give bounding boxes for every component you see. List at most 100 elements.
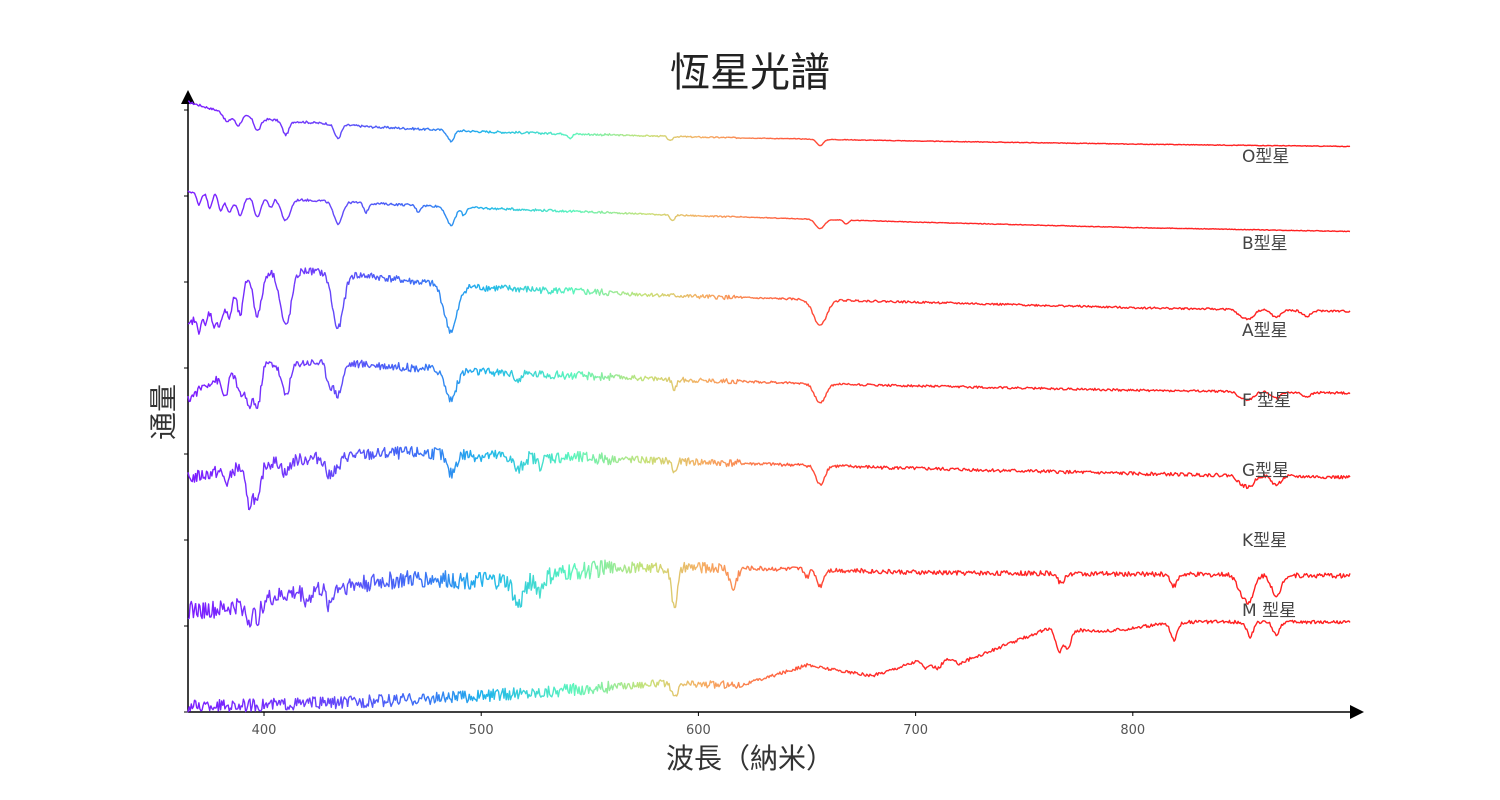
spectrum-line	[408, 203, 417, 209]
spectrum-line	[1086, 626, 1136, 633]
spectrum-line	[896, 220, 944, 224]
spectrum-line	[613, 211, 622, 215]
spectrum-line	[711, 214, 721, 218]
spectrum-line	[826, 219, 835, 224]
x-axis-arrow-icon	[1350, 705, 1364, 719]
spectrum-line	[324, 122, 334, 128]
spectrum-line	[1230, 308, 1279, 321]
spectrum-line	[834, 298, 842, 303]
spectrum-line	[210, 313, 220, 329]
spectrum-line	[635, 376, 645, 382]
spectrum-line	[742, 461, 752, 465]
spectrum-line	[848, 219, 858, 223]
spectrum-line	[506, 284, 516, 292]
spectrum-line	[270, 362, 280, 376]
spectrum-line	[544, 567, 554, 587]
spectrum-line	[362, 204, 372, 215]
spectrum-line	[415, 204, 425, 213]
spectrum-line	[286, 121, 295, 134]
spectrum-line	[720, 294, 729, 301]
spectrum-line	[1086, 570, 1136, 577]
spectrum-line	[453, 451, 463, 473]
spectrum-line	[529, 131, 538, 134]
spectrum-line	[483, 130, 493, 134]
spectrum-line	[506, 687, 516, 701]
spectrum-line	[841, 298, 850, 302]
spectrum-line	[324, 272, 334, 308]
spectrum-line	[990, 630, 1040, 652]
spectrum-line	[499, 687, 508, 701]
series-5: G型星	[187, 446, 1351, 511]
spectrum-line	[293, 453, 303, 467]
spectrum-line	[537, 454, 546, 472]
spectrum-line	[316, 581, 326, 597]
spectrum-line	[514, 286, 523, 293]
spectrum-line	[1182, 619, 1232, 625]
spectrum-line	[316, 121, 326, 126]
spectrum-line	[301, 120, 310, 125]
spectrum-line	[400, 446, 410, 455]
spectrum-line	[1182, 472, 1231, 478]
spectrum-line	[825, 465, 835, 474]
spectrum-line	[522, 131, 531, 135]
spectrum-line	[461, 207, 470, 217]
spectrum-line	[400, 570, 410, 588]
spectrum-line	[704, 562, 714, 574]
spectrum-line	[795, 664, 805, 671]
spectrum-line	[400, 202, 409, 207]
spectrum-line	[750, 216, 759, 219]
spectrum-line	[1325, 620, 1351, 625]
spectrum-line	[232, 598, 242, 615]
spectrum-line	[499, 284, 508, 290]
spectrum-line	[263, 361, 272, 368]
spectrum-line	[521, 369, 531, 379]
spectrum-line	[795, 217, 804, 220]
spectrum-line	[529, 688, 539, 698]
spectrum-line	[811, 219, 820, 230]
spectrum-line	[499, 451, 508, 462]
spectrum-line	[628, 374, 637, 381]
spectrum-line	[787, 566, 797, 570]
spectrum-line	[742, 379, 751, 384]
series-2: B型星	[187, 190, 1351, 254]
spectrum-line	[1326, 145, 1351, 148]
spectrum-line	[749, 565, 759, 571]
spectrum-line	[991, 302, 1040, 307]
spectrum-line	[628, 134, 637, 137]
spectrum-line	[757, 296, 766, 300]
spectrum-line	[278, 298, 287, 325]
spectrum-line	[194, 469, 204, 482]
series-label: F 型星	[1242, 391, 1291, 411]
spectrum-line	[613, 562, 622, 572]
spectrum-line	[339, 281, 349, 328]
spectrum-line	[757, 137, 766, 140]
spectrum-line	[582, 561, 592, 580]
spectrum-line	[347, 123, 356, 127]
spectrum-line	[605, 455, 615, 466]
spectrum-line	[841, 669, 850, 674]
spectrum-line	[362, 273, 372, 279]
spectrum-line	[742, 296, 751, 299]
spectrum-line	[346, 451, 356, 462]
spectrum-line	[1278, 144, 1327, 148]
spectrum-line	[263, 589, 273, 610]
spectrum-line	[453, 130, 463, 139]
spectrum-line	[461, 367, 470, 377]
spectrum-line	[943, 650, 992, 666]
spectrum-line	[643, 134, 653, 138]
spectrum-line	[461, 284, 470, 296]
spectrum-line	[818, 392, 828, 404]
spectrum-line	[476, 130, 485, 134]
spectrum-line	[788, 217, 797, 220]
spectrum-line	[651, 134, 660, 138]
spectrum-line	[491, 207, 501, 211]
spectrum-line	[1277, 619, 1327, 634]
spectrum-line	[491, 368, 501, 377]
spectrum-line	[210, 375, 220, 386]
spectrum-line	[331, 307, 341, 330]
spectrum-line	[1038, 627, 1088, 654]
spectrum-line	[590, 133, 600, 137]
spectrum-line	[293, 585, 303, 602]
spectrum-line	[217, 202, 227, 212]
spectrum-line	[445, 462, 455, 479]
